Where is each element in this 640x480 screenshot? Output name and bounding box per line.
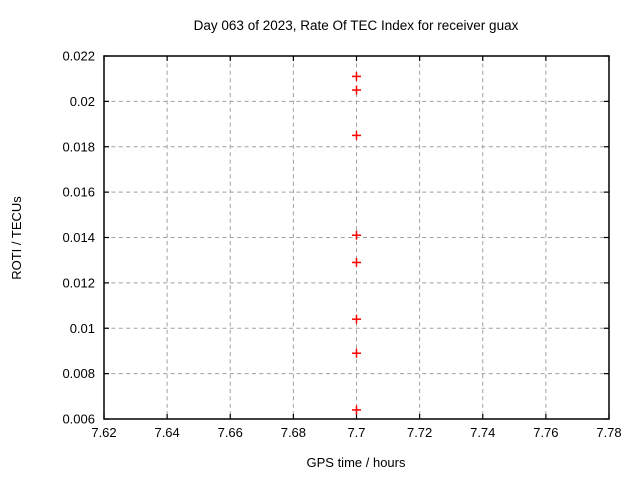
x-tick-label: 7.68 xyxy=(281,425,306,440)
x-tick-label: 7.78 xyxy=(596,425,621,440)
data-point-marker xyxy=(352,85,361,95)
chart-title: Day 063 of 2023, Rate Of TEC Index for r… xyxy=(194,18,519,33)
x-tick-label: 7.74 xyxy=(470,425,495,440)
x-tick-label: 7.76 xyxy=(533,425,558,440)
x-axis-title: GPS time / hours xyxy=(307,455,406,470)
data-point-marker xyxy=(352,314,361,324)
data-points-layer xyxy=(352,71,361,415)
tick-label-layer: 7.62 7.64 7.66 7.68 7.7 7.72 7.74 7.76 7.78 0.006… xyxy=(62,49,621,441)
y-axis-title: ROTI / TECUs xyxy=(9,196,24,280)
data-point-marker xyxy=(352,257,361,267)
x-tick-label: 7.7 xyxy=(347,425,365,440)
x-tick-label: 7.72 xyxy=(407,425,432,440)
y-tick-label: 0.016 xyxy=(62,185,95,200)
y-tick-label: 0.01 xyxy=(70,321,95,336)
y-tick-label: 0.008 xyxy=(62,366,95,381)
data-point-marker xyxy=(352,348,361,358)
data-point-marker xyxy=(352,230,361,240)
y-tick-label: 0.022 xyxy=(62,49,95,64)
x-tick-label: 7.62 xyxy=(91,425,116,440)
y-tick-label: 0.006 xyxy=(62,412,95,427)
y-tick-label: 0.014 xyxy=(62,230,95,245)
data-point-marker xyxy=(352,405,361,415)
grid-layer xyxy=(104,56,609,419)
data-point-marker xyxy=(352,130,361,140)
y-tick-label: 0.018 xyxy=(62,139,95,154)
plot-border xyxy=(103,55,610,420)
y-tick-label: 0.012 xyxy=(62,275,95,290)
x-tick-label: 7.66 xyxy=(218,425,243,440)
x-tick-label: 7.64 xyxy=(154,425,179,440)
data-point-marker xyxy=(352,71,361,81)
y-tick-label: 0.02 xyxy=(70,94,95,109)
